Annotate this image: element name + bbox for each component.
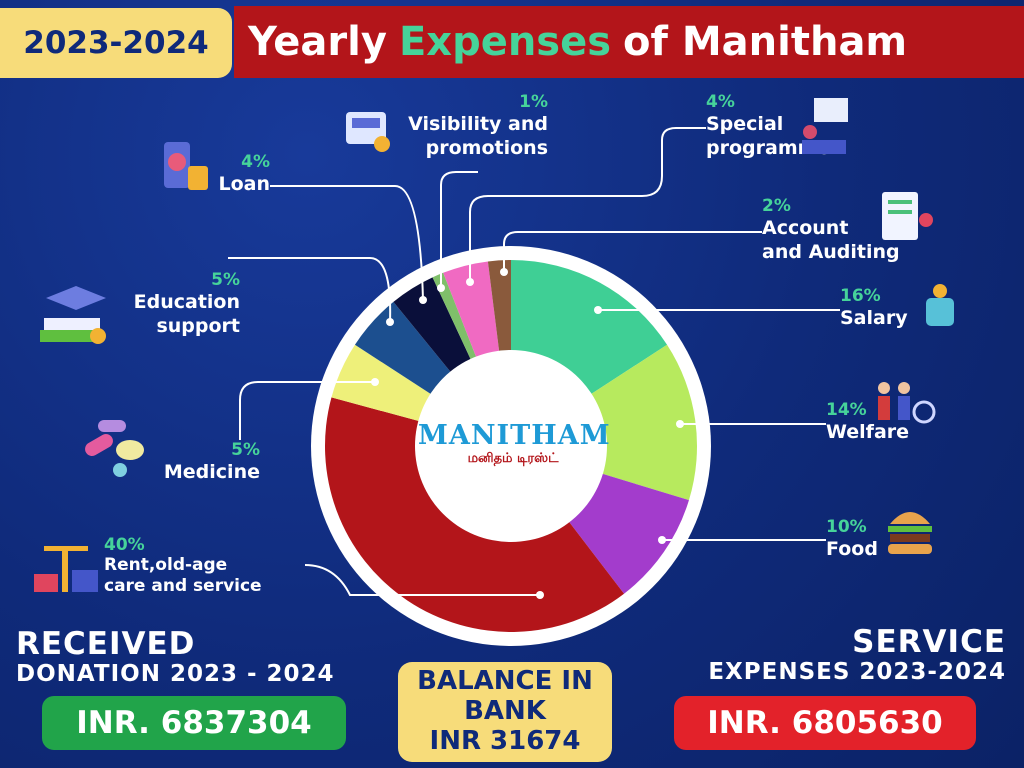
leader-account (503, 231, 762, 272)
leader-medicine-dot (371, 378, 379, 386)
leader-education-dot (386, 318, 394, 326)
title-accent: Expenses (398, 19, 612, 65)
text-loan: Loan (218, 173, 270, 195)
text-medicine: Medicine (163, 461, 260, 483)
text-special-1: Special (706, 113, 784, 135)
title-bar: Yearly Expenses of Manitham (234, 6, 1024, 78)
graduation-icon (40, 286, 106, 344)
pct-food: 10% (826, 517, 867, 537)
pct-rent: 40% (104, 535, 145, 555)
leader-salary-dot (594, 306, 602, 314)
text-visibility-2: promotions (425, 137, 548, 159)
text-special-2: programme (706, 137, 831, 159)
leader-special (469, 127, 706, 282)
burger-icon (888, 512, 932, 554)
pct-account: 2% (762, 196, 791, 216)
loan-icon (164, 142, 208, 190)
title-pre: Yearly (248, 19, 387, 65)
leader-welfare-dot (676, 420, 684, 428)
leader-medicine (239, 381, 375, 440)
balance-amount: INR 31674 (429, 726, 581, 756)
label-special: 4% Special programme (706, 92, 830, 160)
text-account-2: and Auditing (762, 241, 900, 263)
received-amount-pill: INR. 6837304 (42, 696, 346, 750)
leader-education (228, 257, 392, 323)
leader-rent (304, 564, 540, 596)
logo-name: MANITHAM (418, 420, 611, 451)
leader-account-dot (500, 268, 508, 276)
leader-dots (371, 268, 684, 599)
label-medicine: 5% Medicine (140, 440, 260, 484)
crane-icon (34, 546, 98, 592)
text-food: Food (826, 538, 878, 560)
text-welfare: Welfare (826, 421, 910, 443)
salary-jar-icon (926, 284, 954, 326)
text-account-1: Account (762, 217, 849, 239)
leader-special-dot (466, 278, 474, 286)
service-heading: SERVICE (852, 624, 1006, 660)
leader-visibility (440, 171, 478, 288)
text-education-2: support (156, 315, 240, 337)
text-education-1: Education (133, 291, 240, 313)
balance-line-1: BALANCE IN (417, 666, 593, 696)
pills-icon (85, 420, 144, 477)
ads-icon (346, 112, 390, 152)
label-welfare: 14% Welfare (826, 400, 909, 444)
pct-loan: 4% (241, 152, 270, 172)
label-salary: 16% Salary (840, 286, 908, 330)
pct-medicine: 5% (231, 440, 260, 460)
received-subheading: DONATION 2023 - 2024 (16, 661, 335, 687)
year-badge: 2023-2024 (0, 8, 232, 78)
label-food: 10% Food (826, 517, 878, 561)
pct-welfare: 14% (826, 400, 867, 420)
leader-rent-dot (536, 591, 544, 599)
service-amount-pill: INR. 6805630 (674, 696, 976, 750)
welfare-people-icon (878, 382, 936, 424)
leader-loan (270, 185, 424, 301)
pct-visibility: 1% (519, 92, 548, 112)
leader-food-dot (658, 536, 666, 544)
logo-tamil: மனிதம் டிரஸ்ட் (467, 451, 559, 466)
audit-icon (882, 192, 933, 240)
label-loan: 4% Loan (200, 152, 270, 196)
received-amount: INR. 6837304 (76, 705, 312, 741)
title-post: of Manitham (623, 19, 908, 65)
text-rent-2: care and service (104, 576, 262, 596)
label-visibility: 1% Visibility and promotions (380, 92, 548, 160)
leader-loan-dot (419, 296, 427, 304)
pct-salary: 16% (840, 286, 881, 306)
pie-center (415, 350, 607, 542)
text-visibility-1: Visibility and (408, 113, 548, 135)
label-account: 2% Account and Auditing (762, 196, 900, 264)
balance-box: BALANCE IN BANK INR 31674 (398, 662, 612, 762)
service-subheading: EXPENSES 2023-2024 (708, 659, 1006, 685)
received-heading: RECEIVED (16, 626, 196, 662)
service-amount: INR. 6805630 (707, 705, 943, 741)
text-salary: Salary (840, 307, 908, 329)
year-text: 2023-2024 (23, 25, 209, 61)
leader-lines (228, 127, 840, 596)
pct-special: 4% (706, 92, 735, 112)
manitham-logo: MANITHAM மனிதம் டிரஸ்ட் (418, 420, 611, 467)
balance-line-2: BANK (464, 696, 546, 726)
presentation-icon (802, 98, 848, 154)
label-education: 5% Education support (100, 270, 240, 338)
label-rent: 40% Rent,old-age care and service (104, 535, 262, 597)
pct-education: 5% (211, 270, 240, 290)
leader-visibility-dot (437, 284, 445, 292)
text-rent-1: Rent,old-age (104, 555, 228, 575)
